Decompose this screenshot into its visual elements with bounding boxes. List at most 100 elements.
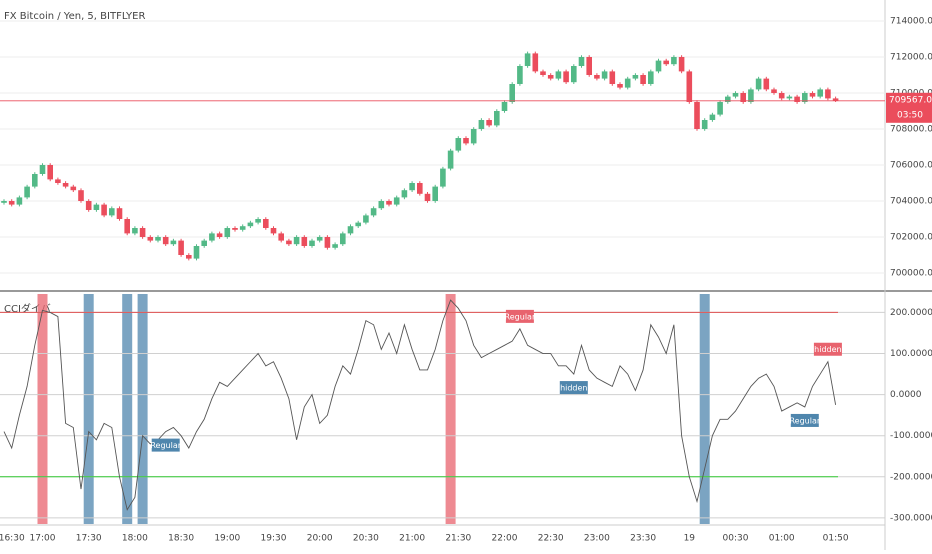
x-tick-label: 21:00	[399, 534, 425, 544]
candle-body	[755, 78, 762, 90]
x-tick-label: 17:30	[76, 534, 102, 544]
candle-body	[162, 237, 169, 245]
y-tick-label: -300.0000	[890, 513, 932, 523]
candle-body	[386, 201, 392, 205]
candle-body	[624, 78, 631, 88]
candle-body	[16, 197, 23, 205]
x-tick-label: 00:30	[723, 534, 749, 544]
signal-band	[122, 294, 133, 524]
x-tick-label: 20:30	[353, 534, 379, 544]
candle-body	[540, 71, 546, 75]
candle-body	[555, 71, 562, 79]
candle-body	[678, 57, 685, 72]
candle-body	[648, 71, 654, 84]
candle-body	[686, 71, 693, 102]
x-tick-label: 18:00	[122, 534, 148, 544]
candle-body	[617, 84, 623, 88]
candle-body	[332, 244, 338, 248]
y-tick-label: 708000.00	[890, 125, 932, 135]
candle-body	[209, 233, 215, 241]
candle-body	[501, 102, 508, 111]
candle-body	[101, 204, 107, 216]
annotation-box	[813, 342, 842, 356]
candle-body	[817, 89, 823, 97]
candle-body	[1, 201, 7, 203]
candle-body	[447, 150, 454, 169]
candle-body	[532, 53, 539, 72]
x-tick-label: 17:00	[30, 534, 56, 544]
candle-body	[378, 201, 385, 209]
candle-body	[517, 66, 523, 84]
candle-body	[232, 228, 238, 230]
candle-body	[355, 222, 361, 227]
y-tick-label: 704000.00	[890, 197, 932, 207]
signal-band	[445, 294, 456, 524]
candle-body	[740, 93, 746, 102]
candle-body	[8, 201, 15, 205]
y-tick-label: 700000.00	[890, 269, 932, 279]
candle-body	[709, 114, 716, 120]
x-tick-label: 19	[684, 534, 696, 544]
candle-body	[671, 57, 677, 65]
annotation-box	[151, 438, 180, 452]
candle-body	[825, 89, 831, 99]
x-tick-label: 16:30	[0, 534, 25, 544]
candle-body	[193, 246, 200, 259]
candle-body	[139, 228, 146, 237]
annotation-label: Regular	[789, 416, 820, 425]
candle-body	[794, 96, 800, 102]
y-tick-label: 100.0000	[890, 349, 932, 359]
candle-body	[440, 168, 446, 187]
candle-body	[401, 190, 408, 198]
candle-body	[62, 183, 69, 187]
candle-body	[370, 208, 377, 216]
candle-body	[186, 255, 192, 259]
candle-body	[748, 89, 754, 102]
y-tick-label: 0.0000	[890, 390, 922, 400]
signal-band	[137, 294, 148, 524]
cci-line	[3, 299, 837, 511]
candle-body	[93, 204, 100, 210]
candle-body	[347, 226, 354, 234]
candle-body	[786, 96, 793, 99]
candle-body	[201, 240, 207, 246]
candle-body	[547, 75, 554, 79]
annotation-box	[790, 413, 819, 427]
candle-body	[239, 226, 246, 230]
annotation-label: hidden	[814, 345, 841, 354]
candle-body	[216, 233, 223, 237]
candle-body	[494, 111, 500, 126]
signal-band	[83, 294, 94, 524]
candle-body	[601, 71, 608, 79]
candle-body	[771, 89, 777, 93]
y-tick-label: 706000.00	[890, 161, 932, 171]
candle-body	[324, 237, 331, 248]
y-tick-label: 702000.00	[890, 233, 932, 243]
candle-body	[725, 96, 731, 102]
y-tick-label: 714000.00	[890, 17, 932, 27]
candle-body	[393, 197, 400, 205]
candle-body	[578, 57, 585, 66]
annotation-label: hidden	[560, 384, 587, 393]
candle-body	[470, 129, 477, 144]
candle-body	[563, 71, 569, 83]
candle-body	[594, 75, 600, 79]
x-tick-label: 18:30	[168, 534, 194, 544]
candle-body	[417, 183, 423, 194]
candle-body	[571, 66, 577, 83]
candle-body	[278, 233, 284, 241]
candle-body	[809, 93, 816, 97]
candle-body	[632, 75, 639, 79]
candle-body	[432, 186, 438, 201]
candle-body	[609, 71, 616, 84]
annotation-box	[559, 381, 588, 395]
x-tick-label: 19:30	[261, 534, 287, 544]
x-tick-label: 01:00	[769, 534, 795, 544]
candle-body	[116, 208, 123, 219]
x-tick-label: 23:00	[584, 534, 610, 544]
candle-body	[178, 240, 184, 255]
candle-body	[424, 193, 431, 201]
candle-body	[316, 237, 323, 241]
candle-body	[255, 219, 261, 223]
